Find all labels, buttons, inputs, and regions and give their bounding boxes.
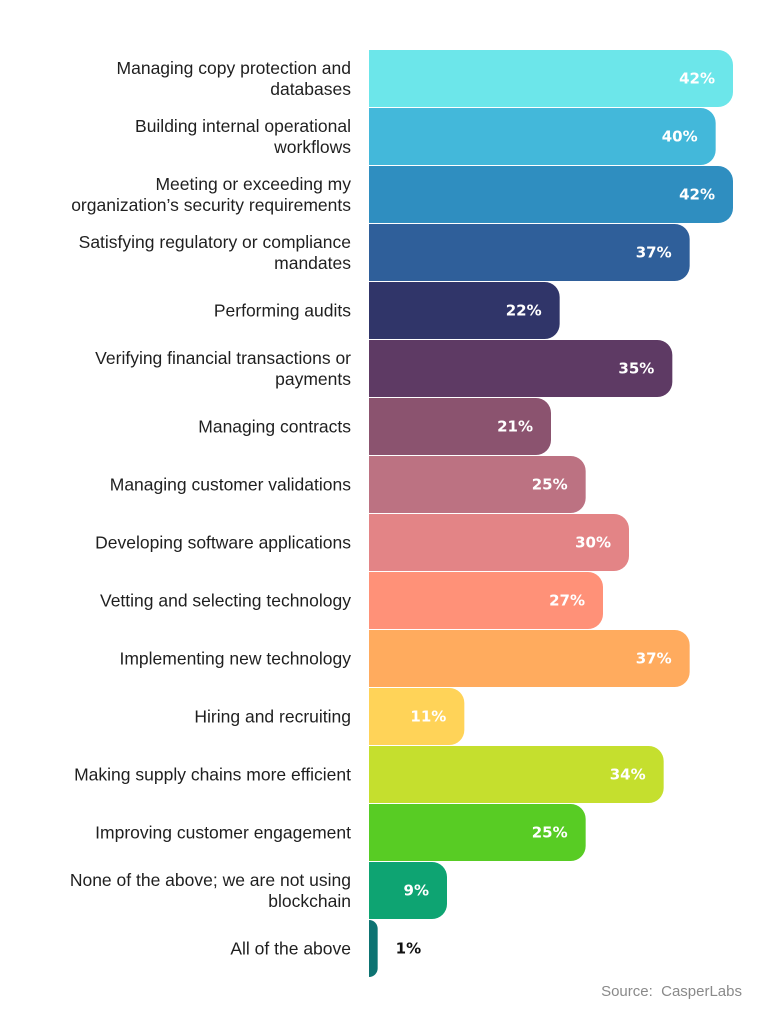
category-label-line: Building internal operational [135,116,351,136]
value-label-11: 37% [636,650,672,668]
category-label-15: None of the above; we are not using block… [70,870,351,911]
category-label-line: payments [275,369,351,389]
bar-13 [369,746,664,803]
bar-11 [369,630,690,687]
value-label-15: 9% [404,882,429,900]
category-label-line: All of the above [230,939,351,959]
category-label-line: Implementing new technology [119,649,351,669]
bar-3 [369,166,733,223]
category-label-line: Making supply chains more efficient [74,765,351,785]
category-label-line: Meeting or exceeding my [155,174,351,194]
category-label-3: Meeting or exceeding my organization’s se… [71,174,351,215]
category-label-line: Performing audits [214,301,351,321]
bar-1 [369,50,733,107]
category-label-9: Developing software applications [95,533,351,553]
category-label-12: Hiring and recruiting [194,707,351,727]
value-label-7: 21% [497,418,533,436]
category-label-line: Satisfying regulatory or compliance [79,232,351,252]
bar-12 [369,688,465,745]
category-label-2: Building internal operational workflows [135,116,351,157]
category-label-6: Verifying financial transactions or payme… [95,348,351,389]
value-label-14: 25% [532,824,568,842]
value-label-8: 25% [532,476,568,494]
category-label-14: Improving customer engagement [95,823,351,843]
value-label-12: 11% [410,708,446,726]
category-label-8: Managing customer validations [110,475,351,495]
category-label-16: All of the above [230,939,351,959]
category-label-4: Satisfying regulatory or compliance manda… [79,232,352,273]
category-label-line: Vetting and selecting technology [100,591,351,611]
value-label-1: 42% [679,70,715,88]
category-label-line: mandates [274,253,351,273]
bar-7 [369,398,551,455]
bar-8 [369,456,586,513]
category-label-line: None of the above; we are not using [70,870,351,890]
bar-2 [369,108,716,165]
bar-9 [369,514,629,571]
category-label-line: Managing customer validations [110,475,351,495]
category-label-line: Managing contracts [198,417,351,437]
value-label-5: 22% [506,302,542,320]
value-label-3: 42% [679,186,715,204]
bar-5 [369,282,560,339]
category-label-line: organization’s security requirements [71,195,351,215]
category-label-11: Implementing new technology [119,649,351,669]
category-label-line: Managing copy protection and [117,58,351,78]
category-label-10: Vetting and selecting technology [100,591,351,611]
bar-10 [369,572,603,629]
value-label-13: 34% [610,766,646,784]
value-label-6: 35% [618,360,654,378]
category-label-1: Managing copy protection and databases [117,58,352,99]
category-label-5: Performing audits [214,301,351,321]
category-label-line: blockchain [268,891,351,911]
bar-15 [369,862,447,919]
bar-4 [369,224,690,281]
category-label-7: Managing contracts [198,417,351,437]
category-label-line: Hiring and recruiting [194,707,351,727]
value-label-10: 27% [549,592,585,610]
source-note: Source: CasperLabs [601,983,742,1000]
category-label-line: Verifying financial transactions or [95,348,351,368]
category-label-line: Developing software applications [95,533,351,553]
bar-14 [369,804,586,861]
category-label-line: Improving customer engagement [95,823,351,843]
value-label-9: 30% [575,534,611,552]
bar-16 [369,920,378,977]
category-label-line: workflows [273,137,351,157]
value-label-16: 1% [396,940,421,958]
category-label-13: Making supply chains more efficient [74,765,351,785]
value-label-4: 37% [636,244,672,262]
bar-6 [369,340,673,397]
value-label-2: 40% [662,128,698,146]
category-label-line: databases [270,79,351,99]
